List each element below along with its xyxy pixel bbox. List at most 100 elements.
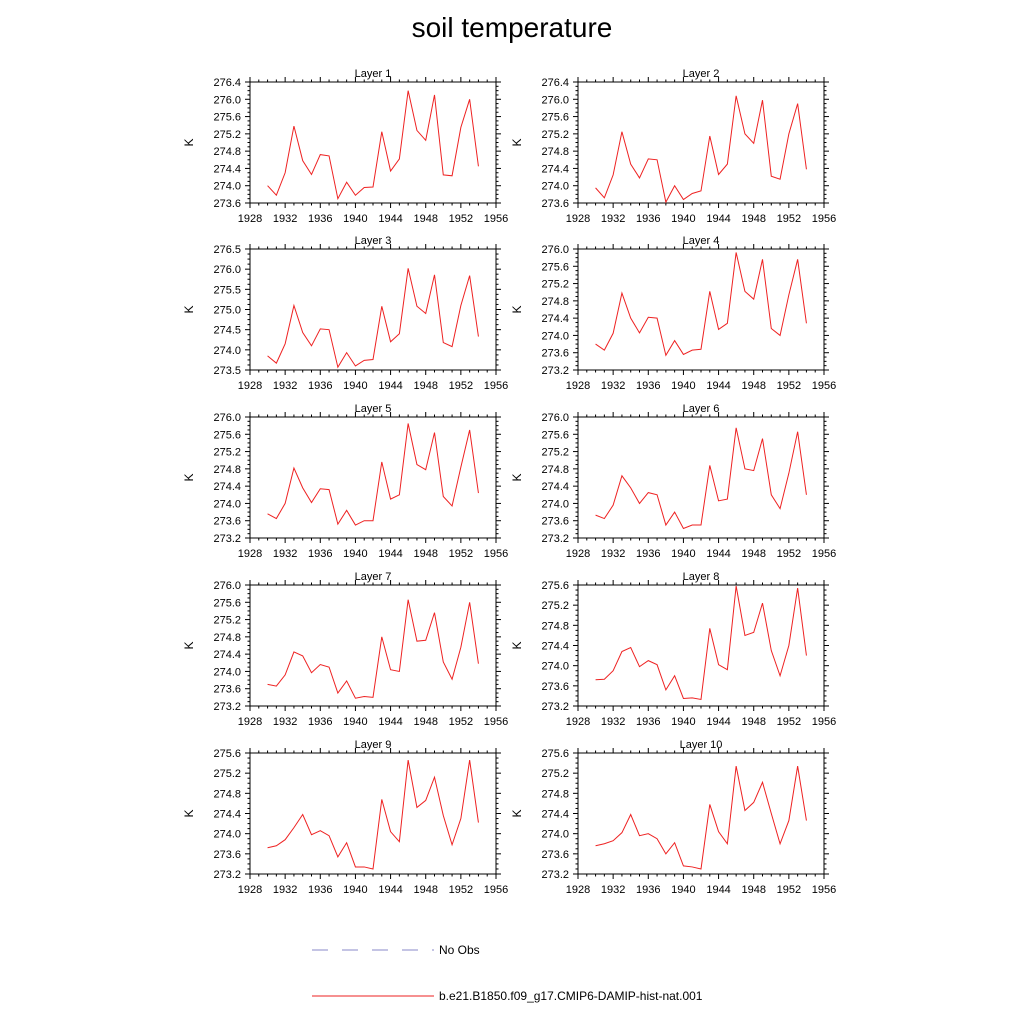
y-tick-label: 275.0 [213, 305, 241, 317]
panel-5: Layer 5 K 1928 1932 1936 1940 1944 1948 1952 1956… [182, 403, 508, 560]
y-tick-label: 275.6 [541, 580, 569, 592]
y-axis-label: K [510, 305, 524, 313]
y-tick-label: 276.4 [213, 77, 241, 89]
y-axis-label: K [510, 641, 524, 649]
y-tick-label: 274.0 [541, 330, 569, 342]
y-tick-label: 274.0 [541, 661, 569, 673]
series-line [595, 252, 807, 357]
panel-title: Layer 2 [683, 68, 720, 80]
y-tick-label: 275.2 [213, 768, 241, 780]
y-tick-label: 276.0 [541, 412, 569, 424]
x-tick-label: 1952 [777, 213, 801, 225]
y-tick-label: 274.8 [541, 296, 569, 308]
x-tick-label: 1932 [601, 548, 625, 560]
y-tick-label: 274.4 [213, 809, 241, 821]
x-tick-label: 1932 [601, 213, 625, 225]
x-tick-label: 1948 [413, 716, 437, 728]
x-tick-label: 1940 [343, 716, 367, 728]
y-tick-label: 273.2 [541, 533, 569, 545]
y-tick-label: 274.4 [541, 809, 569, 821]
x-tick-label: 1944 [706, 548, 730, 560]
x-tick-label: 1952 [777, 380, 801, 392]
x-tick-label: 1944 [378, 716, 402, 728]
panel-8: Layer 8 K 1928 1932 1936 1940 1944 1948 1952 1956… [510, 571, 836, 728]
x-tick-label: 1944 [706, 884, 730, 896]
figure-title: soil temperature [411, 12, 613, 43]
y-tick-label: 275.2 [541, 768, 569, 780]
y-tick-label: 275.6 [541, 112, 569, 124]
x-tick-label: 1948 [741, 380, 765, 392]
panel-title: Layer 4 [683, 235, 720, 247]
panel-title: Layer 7 [355, 571, 392, 583]
panel-title: Layer 6 [683, 403, 720, 415]
y-axis-label: K [510, 809, 524, 817]
x-tick-label: 1928 [238, 884, 262, 896]
x-tick-label: 1940 [671, 380, 695, 392]
y-tick-label: 276.0 [213, 580, 241, 592]
x-tick-label: 1956 [484, 548, 508, 560]
y-tick-label: 274.0 [213, 666, 241, 678]
y-tick-label: 275.2 [213, 129, 241, 141]
plot-frame [577, 752, 825, 875]
x-tick-label: 1936 [636, 213, 660, 225]
y-tick-label: 273.6 [213, 198, 241, 210]
series-line [595, 585, 807, 701]
y-tick-label: 273.2 [213, 701, 241, 713]
x-tick-label: 1952 [449, 548, 473, 560]
plot-frame [249, 248, 497, 371]
x-tick-label: 1940 [343, 213, 367, 225]
x-tick-label: 1936 [636, 380, 660, 392]
x-tick-label: 1932 [273, 380, 297, 392]
plot-frame [577, 416, 825, 539]
y-tick-label: 274.8 [541, 788, 569, 800]
panel-6: Layer 6 K 1928 1932 1936 1940 1944 1948 1952 1956… [510, 403, 836, 560]
panel-title: Layer 10 [680, 739, 723, 751]
y-tick-label: 275.2 [541, 129, 569, 141]
x-tick-label: 1952 [449, 213, 473, 225]
x-tick-label: 1936 [308, 548, 332, 560]
panel-title: Layer 3 [355, 235, 392, 247]
y-tick-label: 275.6 [541, 748, 569, 760]
y-tick-label: 273.5 [213, 365, 241, 377]
x-tick-label: 1948 [413, 380, 437, 392]
x-tick-label: 1944 [378, 380, 402, 392]
y-tick-label: 274.4 [213, 649, 241, 661]
panel-1: Layer 1 K 1928 1932 1936 1940 1944 1948 1952 1956… [182, 68, 508, 225]
x-tick-label: 1932 [273, 884, 297, 896]
x-tick-label: 1932 [273, 213, 297, 225]
y-tick-label: 273.6 [213, 516, 241, 528]
y-tick-label: 273.2 [213, 869, 241, 881]
x-tick-label: 1928 [238, 716, 262, 728]
y-tick-label: 276.0 [541, 244, 569, 256]
x-tick-label: 1952 [777, 548, 801, 560]
x-tick-label: 1928 [566, 380, 590, 392]
legend-label-model: b.e21.B1850.f09_g17.CMIP6-DAMIP-hist-nat… [439, 989, 703, 1003]
panel-9: Layer 9 K 1928 1932 1936 1940 1944 1948 1952 1956… [182, 739, 508, 896]
y-tick-label: 274.0 [541, 498, 569, 510]
x-tick-label: 1940 [671, 548, 695, 560]
y-tick-label: 274.0 [541, 829, 569, 841]
panel-10: Layer 10 K 1928 1932 1936 1940 1944 1948 1952 195… [510, 739, 836, 896]
x-tick-label: 1956 [812, 213, 836, 225]
y-tick-label: 274.0 [213, 181, 241, 193]
panel-3: Layer 3 K 1928 1932 1936 1940 1944 1948 1952 1956… [182, 235, 508, 392]
x-tick-label: 1944 [706, 380, 730, 392]
y-tick-label: 273.2 [541, 701, 569, 713]
y-tick-label: 274.8 [213, 632, 241, 644]
panel-4: Layer 4 K 1928 1932 1936 1940 1944 1948 1952 1956… [510, 235, 836, 392]
x-tick-label: 1948 [741, 213, 765, 225]
plot-frame [577, 248, 825, 371]
x-tick-label: 1944 [706, 716, 730, 728]
x-tick-label: 1952 [777, 884, 801, 896]
y-tick-label: 274.4 [213, 481, 241, 493]
x-tick-label: 1936 [636, 548, 660, 560]
x-tick-label: 1928 [566, 884, 590, 896]
y-tick-label: 274.8 [541, 146, 569, 158]
y-tick-label: 274.0 [541, 181, 569, 193]
x-tick-label: 1932 [601, 716, 625, 728]
legend-swatch-solid [312, 995, 434, 997]
y-tick-label: 274.8 [541, 464, 569, 476]
y-tick-label: 275.2 [541, 447, 569, 459]
x-tick-label: 1956 [484, 213, 508, 225]
